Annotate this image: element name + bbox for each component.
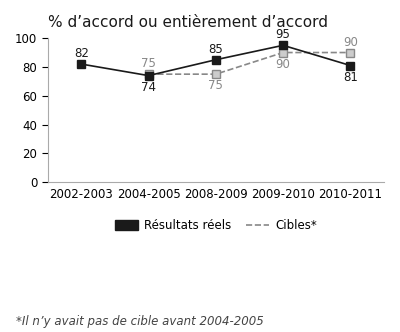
Text: 85: 85 [208, 43, 223, 56]
Text: % d’accord ou entièrement d’accord: % d’accord ou entièrement d’accord [48, 15, 328, 30]
Text: 82: 82 [74, 47, 89, 60]
Legend: Résultats réels, Cibles*: Résultats réels, Cibles* [110, 214, 322, 237]
Text: 81: 81 [343, 71, 358, 84]
Text: 95: 95 [276, 28, 290, 42]
Text: 74: 74 [141, 81, 156, 94]
Text: *Il n’y avait pas de cible avant 2004-2005: *Il n’y avait pas de cible avant 2004-20… [16, 315, 264, 328]
Text: 75: 75 [141, 57, 156, 70]
Text: 90: 90 [276, 58, 290, 71]
Text: 90: 90 [343, 36, 358, 48]
Text: 75: 75 [208, 79, 223, 92]
